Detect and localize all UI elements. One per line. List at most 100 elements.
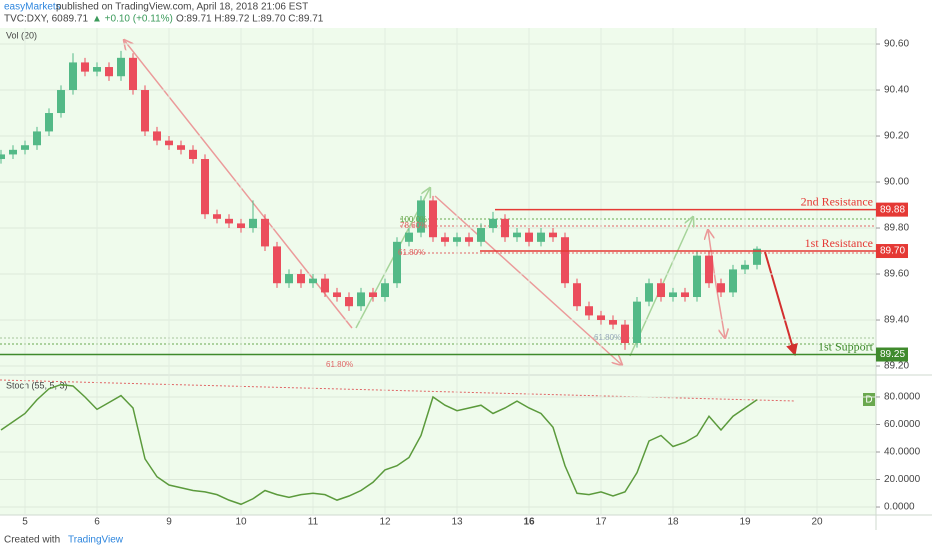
candle: [561, 232, 569, 288]
candle: [333, 287, 341, 302]
candle-body: [309, 278, 317, 284]
candle: [705, 251, 713, 288]
candle: [9, 145, 17, 160]
candle-body: [597, 315, 605, 321]
y-tick-label: 40.0000: [884, 447, 921, 458]
stoch-line: [0, 383, 758, 506]
candle: [93, 62, 101, 77]
publisher: easyMarkets: [4, 2, 61, 13]
candle: [465, 232, 473, 247]
candle: [153, 126, 161, 146]
candle: [525, 228, 533, 247]
candle-body: [453, 237, 461, 242]
forecast-arrow: [764, 251, 798, 357]
candle-body: [693, 255, 701, 298]
candle-body: [525, 232, 533, 242]
candle: [273, 241, 281, 288]
candle: [165, 136, 173, 150]
candle: [33, 126, 41, 150]
candle: [537, 228, 545, 247]
price-tag: [876, 244, 908, 259]
candle-body: [93, 67, 101, 72]
footer-created: Created with: [4, 535, 60, 546]
candle: [417, 195, 425, 238]
candle: [57, 85, 65, 118]
candle-body: [621, 324, 629, 344]
candle-body: [441, 237, 449, 242]
candle: [45, 108, 53, 137]
candle-body: [381, 283, 389, 298]
y-tick-label: 80.0000: [884, 392, 921, 403]
candle: [657, 278, 665, 302]
x-tick-label: 18: [667, 517, 679, 528]
candle-body: [273, 246, 281, 284]
candle: [189, 145, 197, 164]
candle-body: [705, 255, 713, 284]
candle-body: [417, 200, 425, 233]
candle: [105, 62, 113, 81]
symbol: TVC:DXY, 60: [4, 14, 63, 25]
x-tick-label: 5: [22, 517, 28, 528]
fib-label: 61.80%: [398, 248, 425, 257]
candle: [501, 214, 509, 242]
quote: 89.71: [63, 14, 88, 25]
candle-body: [729, 269, 737, 293]
x-tick-label: 20: [811, 517, 823, 528]
candle-body: [189, 149, 197, 160]
ohlc: O:89.71 H:89.72 L:89.70 C:89.71: [176, 14, 324, 25]
x-tick-label: 9: [166, 517, 172, 528]
level-text: 2nd Resistance: [801, 194, 873, 208]
candle: [345, 292, 353, 311]
price-tag: [876, 202, 908, 217]
fib-label: 78.60%: [400, 221, 427, 230]
candle-body: [717, 283, 725, 293]
candle: [21, 140, 29, 155]
candle-body: [33, 131, 41, 146]
candle: [441, 232, 449, 247]
candle-body: [669, 292, 677, 298]
candle: [669, 287, 677, 302]
candle: [321, 274, 329, 298]
candle-body: [285, 274, 293, 284]
candle-body: [585, 306, 593, 316]
stoch-badge-text: D: [865, 395, 872, 406]
candle-body: [141, 90, 149, 132]
candle: [249, 200, 257, 233]
y-tick-label: 90.40: [884, 85, 909, 96]
candle-body: [657, 283, 665, 298]
candle: [489, 211, 497, 233]
change: ▲ +0.10 (+0.11%): [92, 14, 173, 25]
level-text: 1st Resistance: [805, 236, 873, 250]
candle: [693, 251, 701, 302]
candle-body: [549, 232, 557, 238]
y-tick-label: 90.60: [884, 39, 909, 50]
level-text: 1st Support: [818, 339, 874, 353]
candle: [645, 278, 653, 307]
x-tick-label: 10: [235, 517, 247, 528]
candle-body: [645, 283, 653, 302]
candle: [177, 140, 185, 155]
x-tick-label: 12: [379, 517, 391, 528]
candle-body: [105, 67, 113, 77]
candle: [309, 274, 317, 288]
candle: [201, 154, 209, 219]
candle: [357, 287, 365, 311]
candle-body: [489, 218, 497, 229]
candle-body: [369, 292, 377, 298]
candle-body: [165, 140, 173, 146]
candle-body: [297, 274, 305, 284]
candle-body: [81, 62, 89, 72]
stoch-trendline: [0, 379, 796, 402]
fib-label: 61.80%: [594, 333, 621, 342]
candle: [453, 232, 461, 247]
candle-body: [333, 292, 341, 298]
candle-body: [249, 218, 257, 229]
y-tick-label: 89.20: [884, 361, 909, 372]
candle-body: [213, 214, 221, 219]
x-tick-label: 6: [94, 517, 100, 528]
y-tick-label: 0.0000: [884, 502, 915, 513]
y-tick-label: 90.00: [884, 177, 909, 188]
candle-body: [21, 145, 29, 150]
candle-body: [561, 237, 569, 284]
candle: [633, 297, 641, 348]
